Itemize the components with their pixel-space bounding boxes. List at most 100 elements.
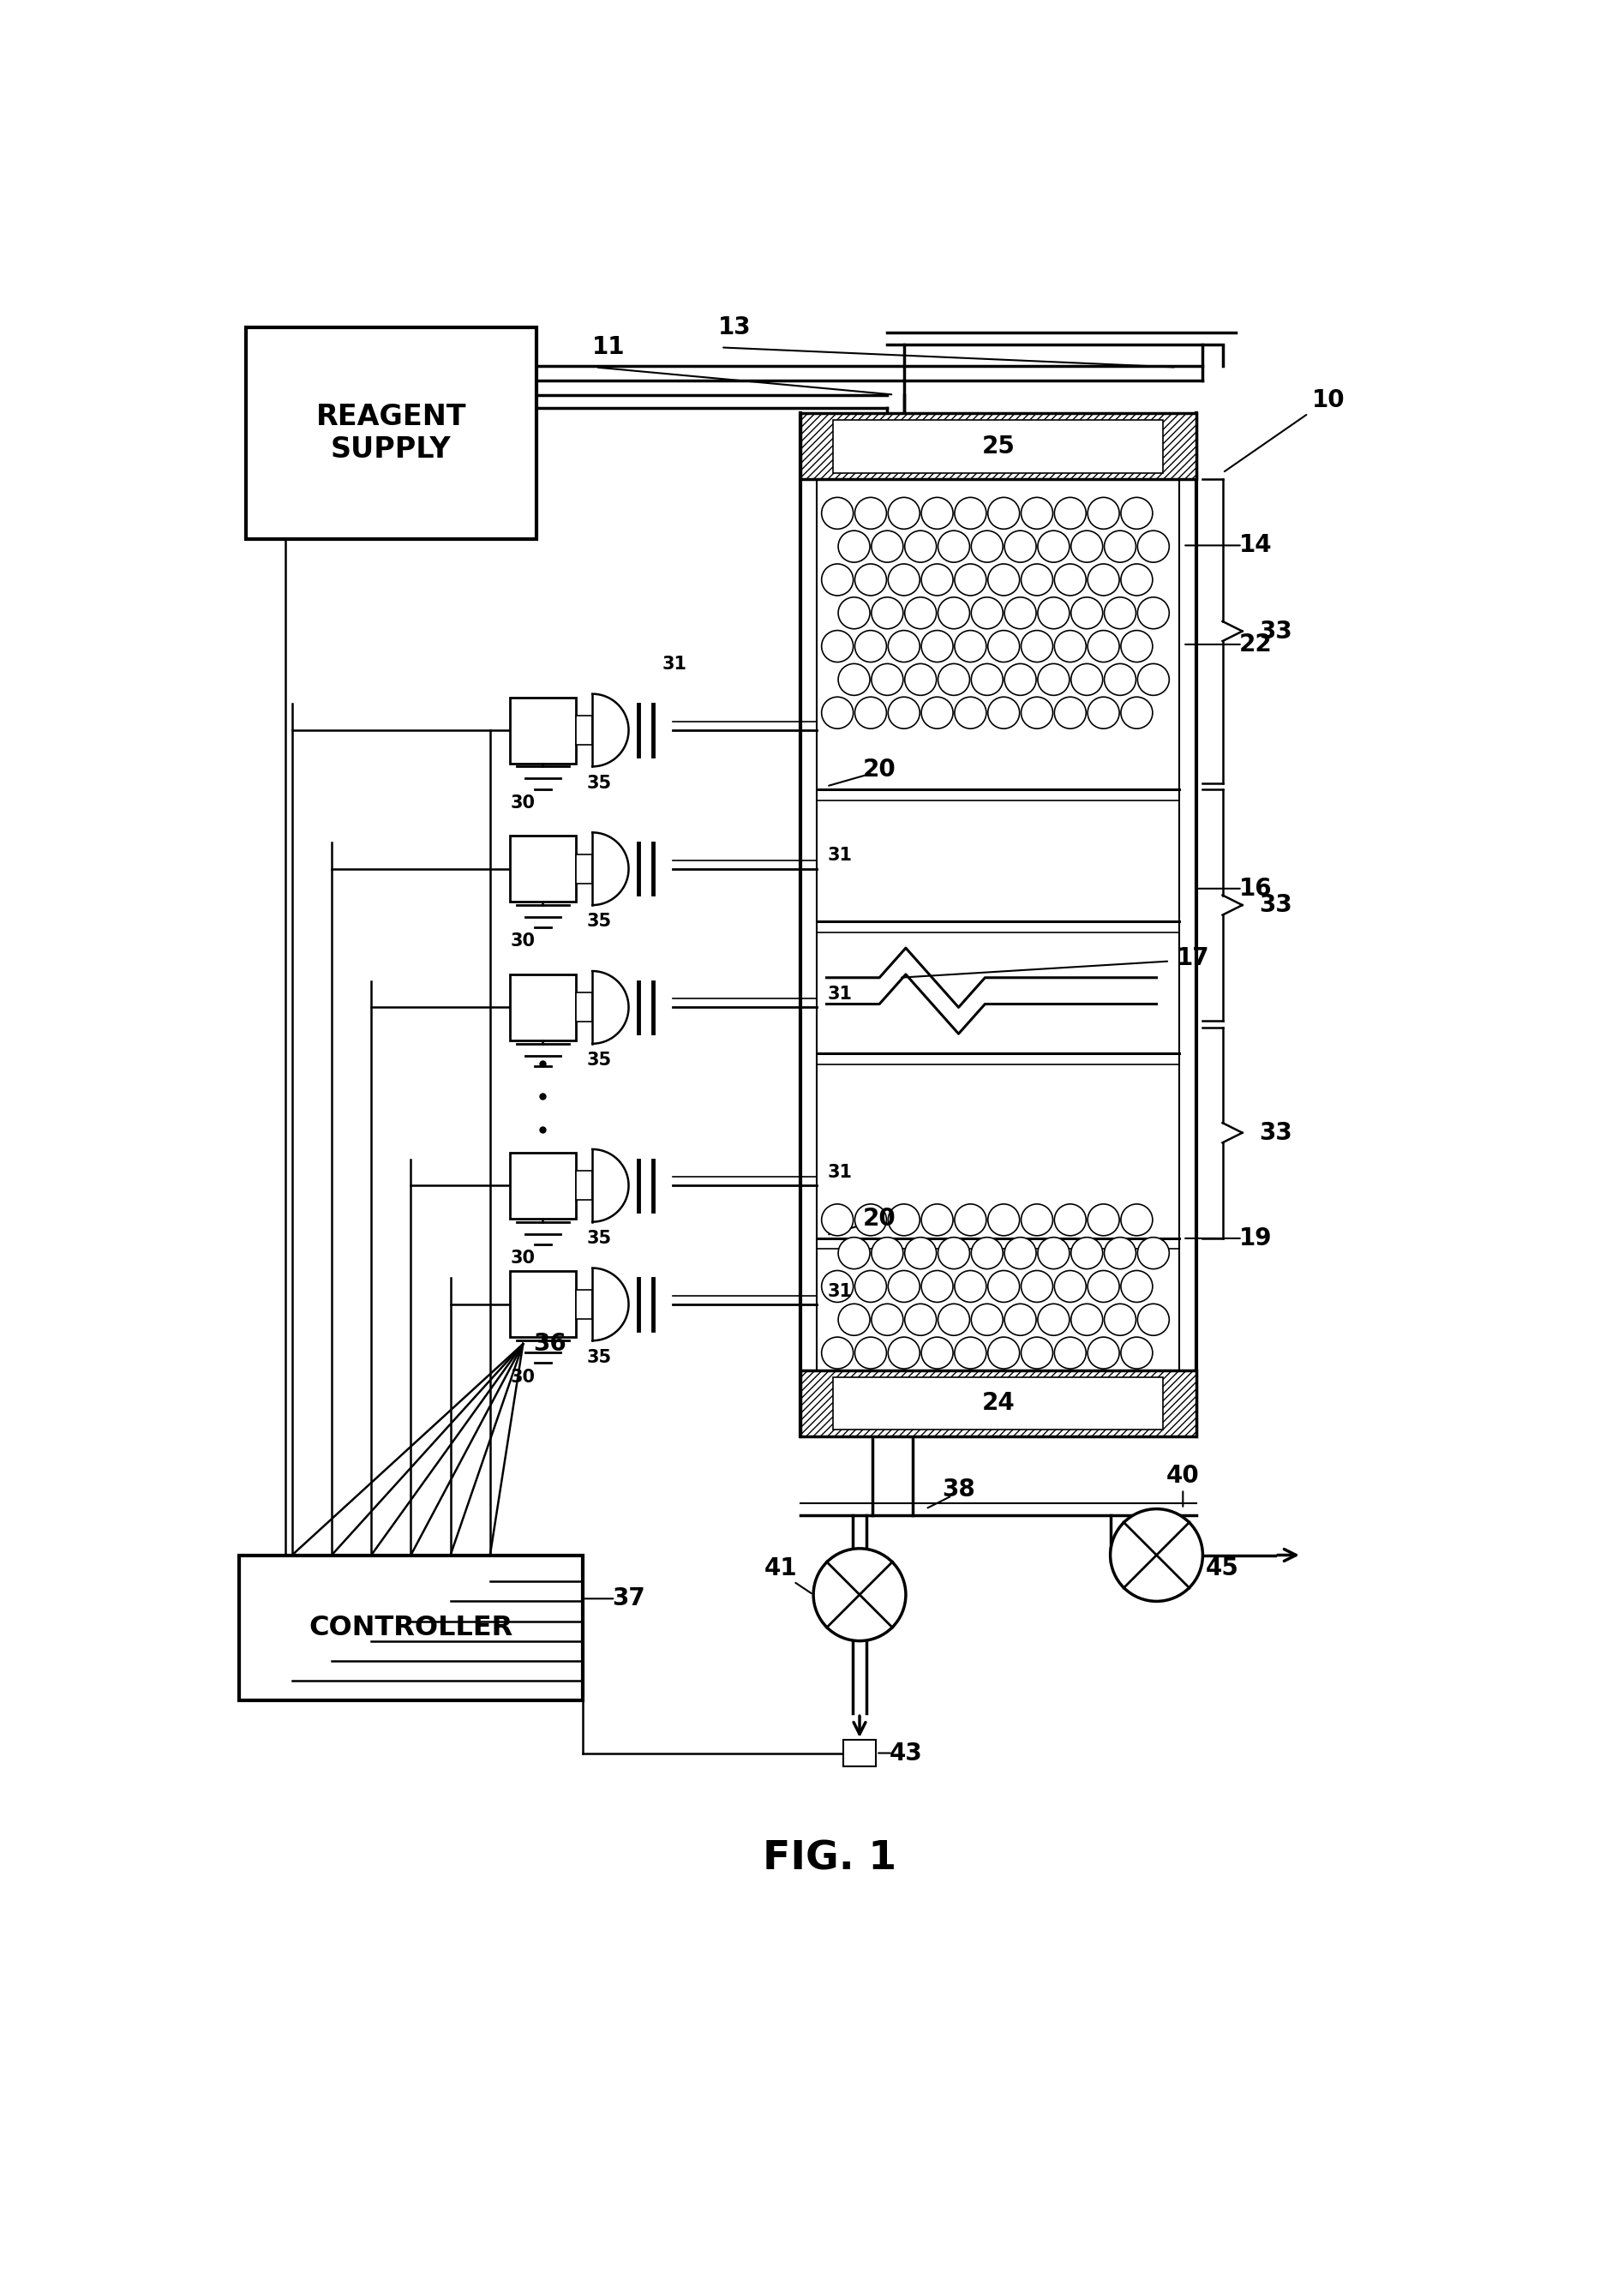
Circle shape: [971, 1238, 1003, 1270]
Circle shape: [1137, 530, 1170, 563]
Circle shape: [1121, 631, 1152, 661]
Text: 10: 10: [1312, 388, 1345, 413]
Circle shape: [1005, 1304, 1036, 1336]
Bar: [801, 413, 1196, 480]
Bar: [843, 1740, 875, 1766]
Text: CONTROLLER: CONTROLLER: [309, 1614, 513, 1642]
Text: 35: 35: [586, 774, 612, 792]
Circle shape: [989, 1203, 1019, 1235]
Circle shape: [955, 1203, 987, 1235]
Circle shape: [1037, 1304, 1069, 1336]
Circle shape: [1055, 565, 1086, 595]
Circle shape: [1137, 1238, 1170, 1270]
Polygon shape: [639, 843, 652, 893]
Circle shape: [904, 597, 937, 629]
Circle shape: [921, 631, 953, 661]
Bar: [246, 328, 536, 540]
Bar: [576, 854, 592, 884]
Circle shape: [822, 698, 853, 728]
Circle shape: [1055, 1203, 1086, 1235]
Text: 30: 30: [511, 932, 536, 951]
Circle shape: [1121, 1203, 1152, 1235]
Circle shape: [1087, 498, 1120, 528]
Circle shape: [938, 530, 969, 563]
Circle shape: [1055, 498, 1086, 528]
Circle shape: [1037, 1238, 1069, 1270]
Circle shape: [1037, 530, 1069, 563]
Circle shape: [955, 498, 987, 528]
Circle shape: [971, 664, 1003, 696]
Text: 24: 24: [982, 1391, 1014, 1414]
Circle shape: [822, 1336, 853, 1368]
Text: 30: 30: [511, 1368, 536, 1384]
Circle shape: [1055, 631, 1086, 661]
Circle shape: [1071, 597, 1103, 629]
Circle shape: [854, 1270, 887, 1302]
Bar: [576, 1290, 592, 1318]
Text: 25: 25: [982, 434, 1014, 459]
Polygon shape: [592, 833, 629, 905]
Polygon shape: [592, 1267, 629, 1341]
Circle shape: [955, 698, 987, 728]
Bar: [801, 1371, 1196, 1437]
Circle shape: [872, 1304, 903, 1336]
Polygon shape: [592, 1150, 629, 1221]
Bar: [510, 698, 576, 762]
Circle shape: [854, 631, 887, 661]
Text: 31: 31: [827, 847, 853, 863]
Text: 41: 41: [764, 1557, 798, 1580]
Circle shape: [921, 1203, 953, 1235]
Circle shape: [1121, 498, 1152, 528]
Text: 40: 40: [1167, 1465, 1199, 1488]
Circle shape: [822, 1203, 853, 1235]
Circle shape: [1087, 698, 1120, 728]
Circle shape: [938, 597, 969, 629]
Circle shape: [854, 498, 887, 528]
Polygon shape: [639, 983, 652, 1033]
Circle shape: [822, 498, 853, 528]
Bar: [576, 716, 592, 744]
Circle shape: [888, 1270, 919, 1302]
Circle shape: [1005, 664, 1036, 696]
Circle shape: [1121, 1336, 1152, 1368]
Circle shape: [1103, 1238, 1136, 1270]
Text: 35: 35: [586, 1231, 612, 1247]
Text: 37: 37: [612, 1587, 646, 1612]
Circle shape: [971, 597, 1003, 629]
Circle shape: [1037, 664, 1069, 696]
Circle shape: [955, 631, 987, 661]
Circle shape: [904, 1304, 937, 1336]
Circle shape: [838, 664, 870, 696]
Circle shape: [1021, 498, 1053, 528]
Circle shape: [822, 565, 853, 595]
Circle shape: [938, 1238, 969, 1270]
Circle shape: [1005, 530, 1036, 563]
Circle shape: [1021, 565, 1053, 595]
Circle shape: [1055, 1270, 1086, 1302]
Text: 31: 31: [827, 1283, 853, 1300]
Bar: [510, 1272, 576, 1336]
Circle shape: [888, 1336, 919, 1368]
Circle shape: [1103, 1304, 1136, 1336]
Circle shape: [838, 1238, 870, 1270]
Circle shape: [989, 1336, 1019, 1368]
Text: 11: 11: [592, 335, 625, 360]
Text: 20: 20: [862, 758, 896, 783]
Circle shape: [872, 664, 903, 696]
Text: 35: 35: [586, 1348, 612, 1366]
Circle shape: [955, 565, 987, 595]
Text: 31: 31: [662, 657, 688, 673]
Circle shape: [1087, 1336, 1120, 1368]
Circle shape: [1110, 1508, 1202, 1600]
Text: 22: 22: [1239, 631, 1272, 657]
Text: FIG. 1: FIG. 1: [762, 1839, 896, 1878]
Circle shape: [872, 1238, 903, 1270]
Circle shape: [872, 597, 903, 629]
Circle shape: [1087, 565, 1120, 595]
Text: 30: 30: [511, 794, 536, 810]
Circle shape: [1121, 1270, 1152, 1302]
Circle shape: [888, 565, 919, 595]
Bar: [239, 1554, 582, 1701]
Circle shape: [1055, 698, 1086, 728]
Circle shape: [1071, 1304, 1103, 1336]
